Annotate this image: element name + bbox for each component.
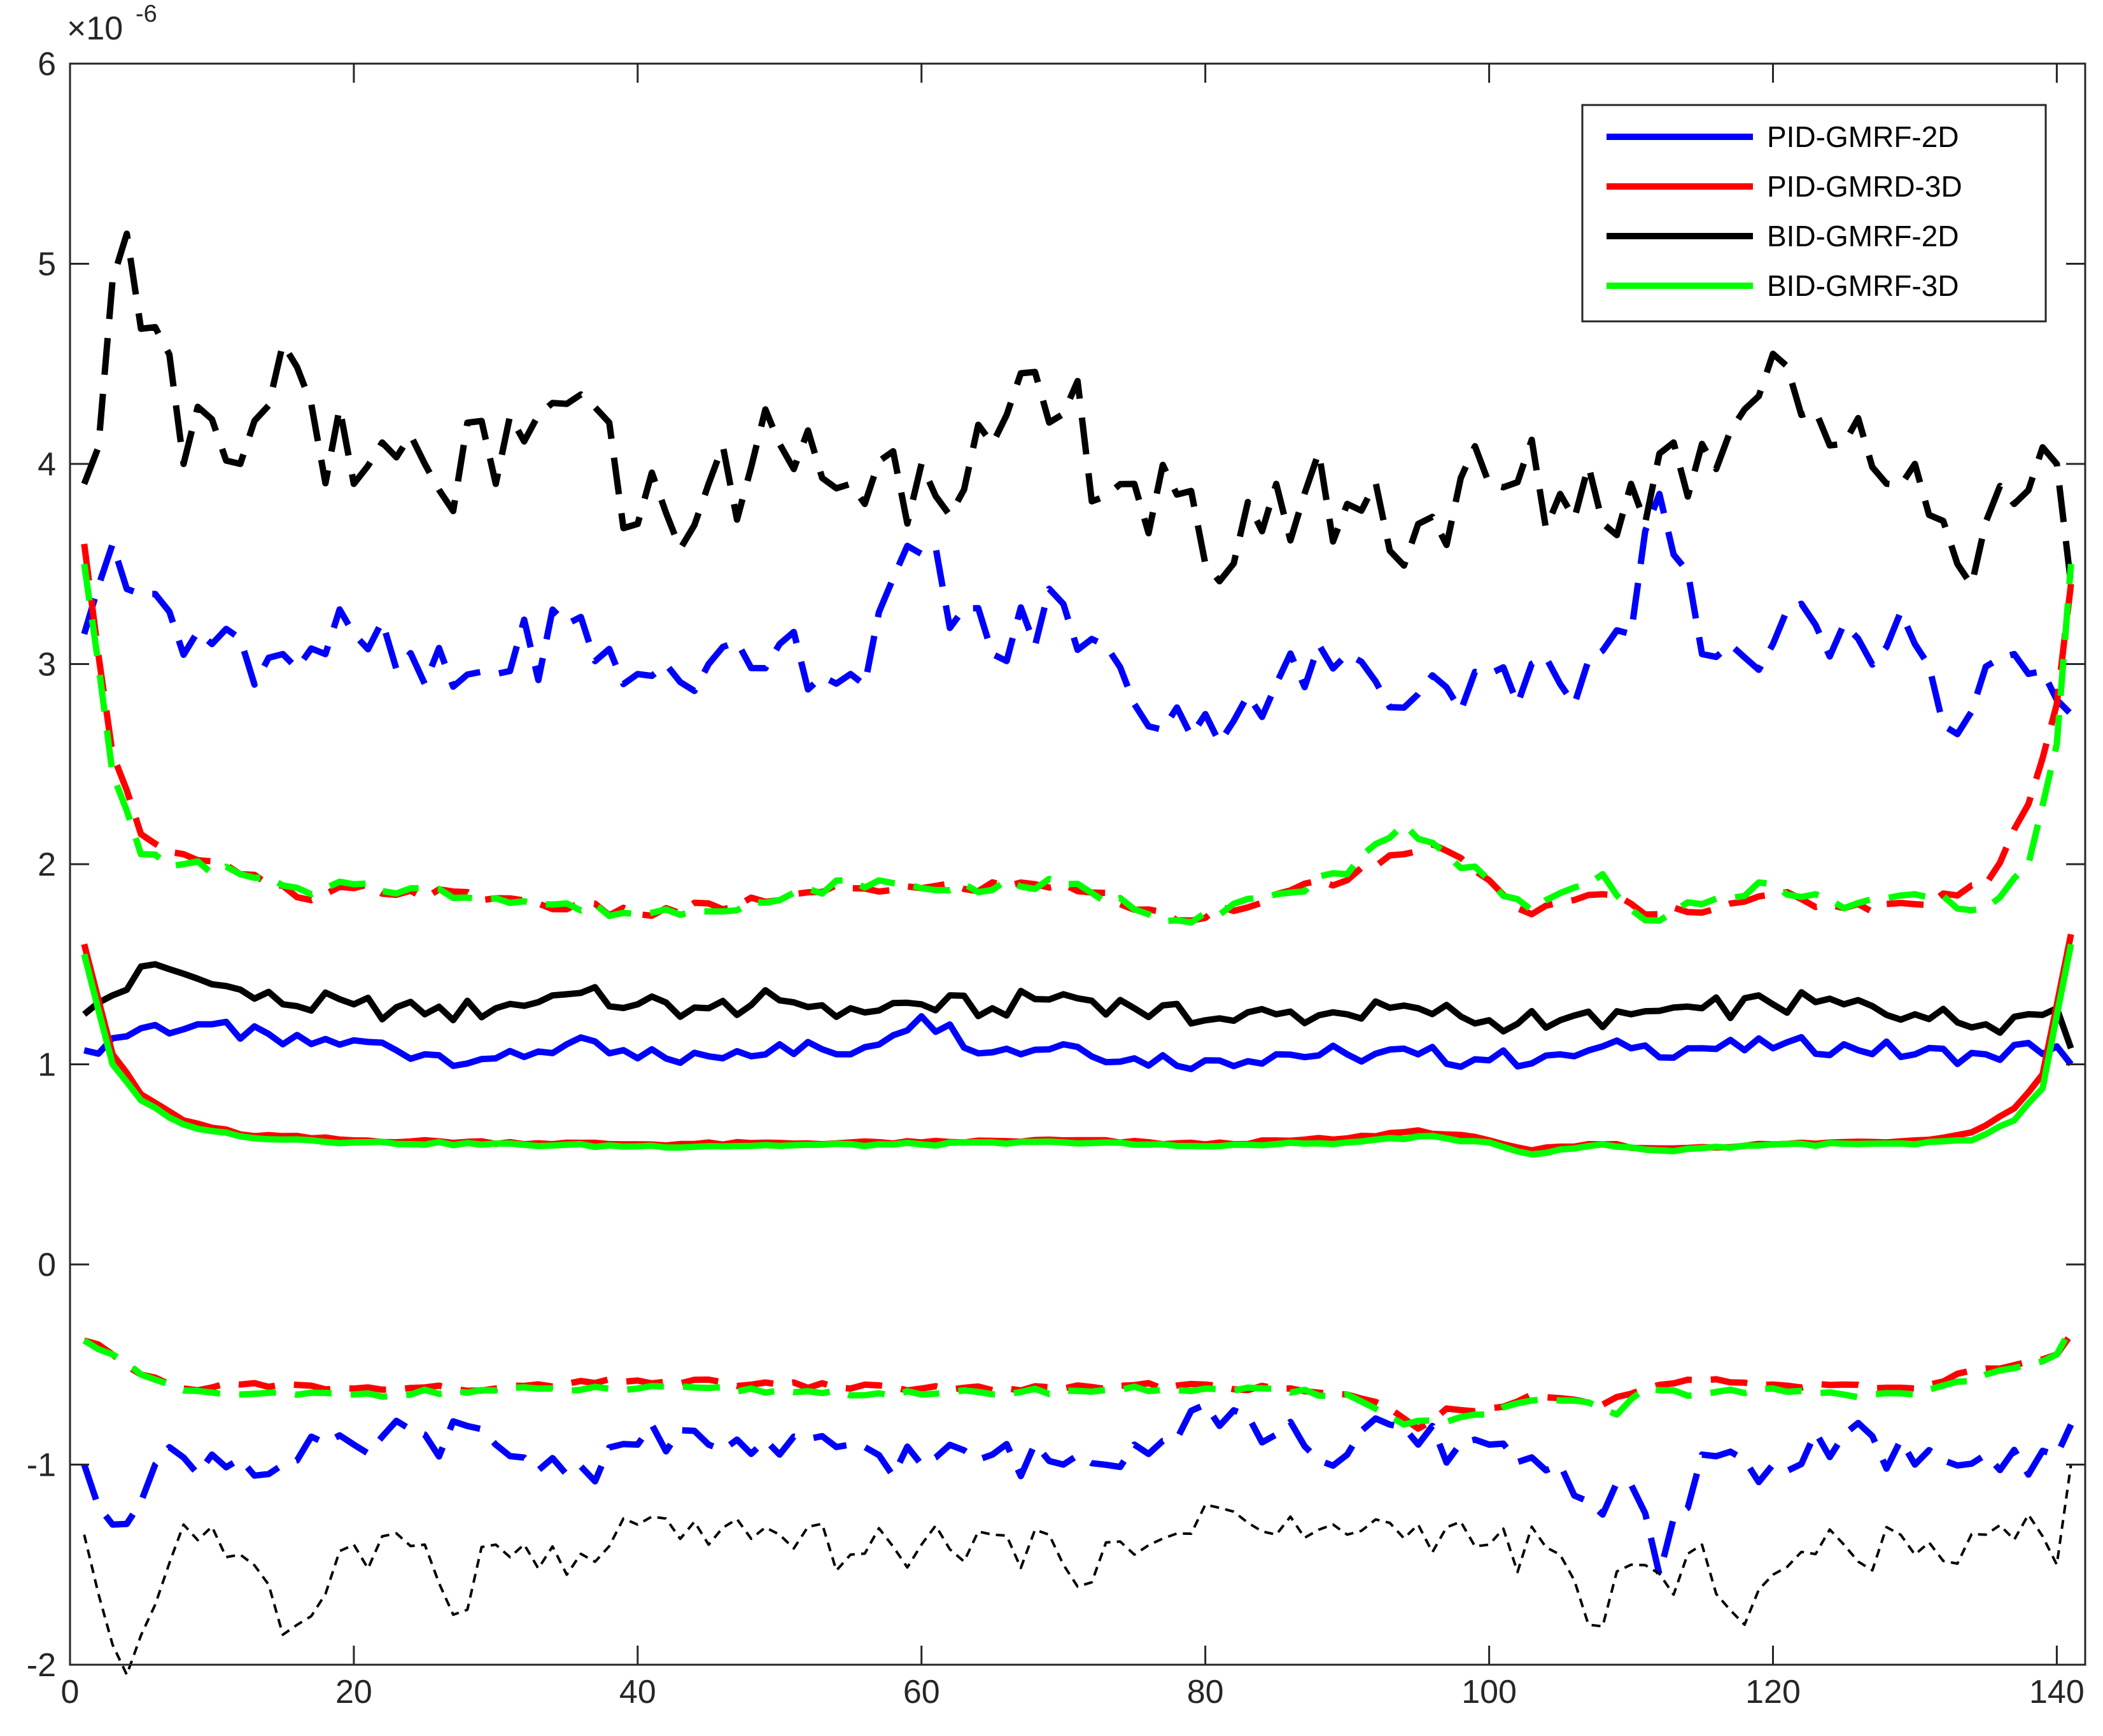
- x-tick-label: 140: [2029, 1674, 2085, 1711]
- y-tick-label: 2: [38, 846, 56, 883]
- x-tick-label: 0: [61, 1674, 80, 1711]
- y-exponent-label: ×10: [67, 10, 123, 47]
- y-tick-label: 1: [38, 1047, 56, 1084]
- tick-layer: 0 20 40 60 80 100 120 140 -2 -1 0 1 2 3 4 5 6: [27, 46, 2085, 1711]
- x-tick-label: 80: [1187, 1674, 1224, 1711]
- series-line-bid-gmrf-2d-upper: [81, 230, 2074, 589]
- legend-label: PID-GMRF-2D: [1767, 120, 1959, 153]
- legend: PID-GMRF-2D PID-GMRD-3D BID-GMRF-2D BID-GMR…: [1581, 104, 2047, 323]
- legend-label: BID-GMRF-2D: [1767, 220, 1959, 253]
- series-line-pid-gmrf-2d-upper: [81, 491, 2074, 746]
- series-line-pid-gmrd-3d-lower: [83, 1333, 2074, 1432]
- y-tick-label: 4: [38, 446, 56, 483]
- series-line-pid-gmrf-2d: [83, 1013, 2074, 1072]
- x-tick-label: 60: [903, 1674, 940, 1711]
- series-line-bid-gmrf-3d-upper: [81, 563, 2074, 926]
- x-tick-label: 40: [619, 1674, 656, 1711]
- series-line-bid-gmrf-2d-lower: [83, 1464, 2072, 1676]
- series-line-pid-gmrd-3d-upper: [81, 543, 2074, 924]
- series-line-bid-gmrf-3d-lower: [82, 1327, 2074, 1428]
- x-tick-label: 100: [1461, 1674, 1517, 1711]
- legend-label: PID-GMRD-3D: [1767, 170, 1962, 203]
- series-line-bid-gmrf-2d: [82, 961, 2074, 1049]
- legend-label: BID-GMRF-3D: [1767, 269, 1959, 302]
- y-tick-label: 6: [38, 46, 56, 83]
- series-layer: [81, 230, 2074, 1676]
- x-tick-label: 120: [1745, 1674, 1801, 1711]
- y-tick-label: -1: [27, 1447, 56, 1484]
- series-line-bid-gmrf-3d: [81, 943, 2074, 1158]
- y-tick-label: 0: [38, 1247, 56, 1284]
- y-tick-label: -2: [27, 1647, 56, 1684]
- y-tick-label: 3: [38, 647, 56, 683]
- y-exponent-power: -6: [136, 1, 157, 27]
- x-tick-label: 20: [335, 1674, 372, 1711]
- y-tick-label: 5: [38, 246, 56, 283]
